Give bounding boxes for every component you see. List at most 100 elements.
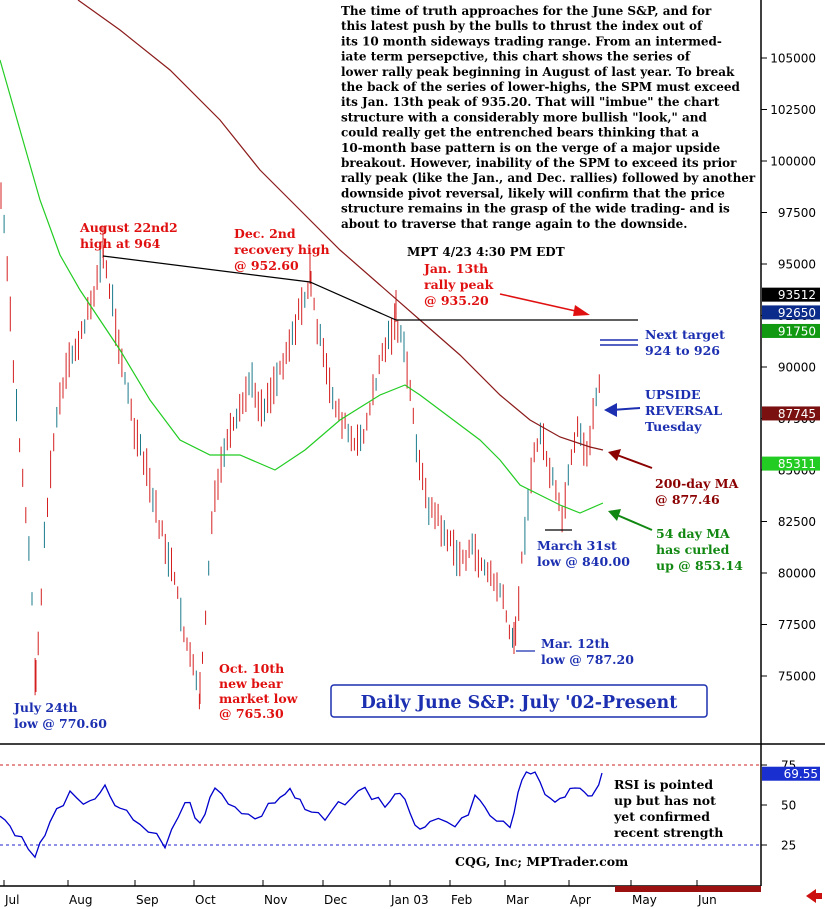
oct10-line-1: Oct. 10th: [219, 661, 284, 676]
aug-high-line-2: high at 964: [80, 236, 161, 251]
ma200-arrow: [616, 454, 653, 469]
y-tick-label: 82500: [778, 515, 816, 529]
oct10-line-3: market low: [219, 691, 299, 706]
oct10-line-2: new bear: [219, 676, 283, 691]
scroll-left-arrow[interactable]: [806, 889, 822, 903]
commentary-text: The time of truth approaches for the Jun…: [341, 4, 756, 231]
price-tag-label: 93512: [778, 288, 816, 302]
y-tick-label: 97500: [778, 206, 816, 220]
commentary-line: The time of truth approaches for the Jun…: [341, 4, 712, 18]
ma200-line: [77, 0, 604, 451]
upside-reversal-line-1: UPSIDE: [645, 387, 701, 402]
next-target-label: Next target 924 to 926: [645, 327, 729, 358]
rsi-value-label: 69.55: [784, 767, 818, 781]
future-band: [615, 886, 761, 892]
rsi-tick-label: 50: [781, 799, 796, 813]
commentary-line: structure with a considerably more bulli…: [341, 110, 707, 124]
commentary-line: this latest push by the bulls to thrust …: [341, 19, 703, 33]
commentary-line: could really get the entrenched bears th…: [341, 126, 699, 140]
x-tick-label: Dec: [324, 893, 347, 907]
march31-line-2: low @ 840.00: [537, 554, 630, 569]
x-axis-ticks: Jul Aug Sep Oct Nov Dec Jan 03 Feb Mar Apr May Jun: [3, 880, 717, 907]
ma200-arrow-head: [608, 449, 621, 461]
next-target-line-1: Next target: [645, 327, 725, 342]
commentary-line: about to traverse that range again to th…: [341, 217, 687, 231]
ma200-line-2: @ 877.46: [655, 492, 720, 507]
x-tick-label: Jul: [4, 893, 19, 907]
moving-averages-group: [0, 0, 604, 514]
jan-peak-arrow: [499, 293, 581, 313]
y-tick-label: 102500: [770, 103, 816, 117]
oct10-label: Oct. 10th new bear market low @ 765.30: [219, 661, 302, 721]
ma200-label: 200-day MA @ 877.46: [655, 476, 743, 507]
dec-high-line-3: @ 952.60: [234, 258, 299, 273]
ma54-label: 54 day MA has curled up @ 853.14: [656, 526, 743, 573]
dec-high-line-2: recovery high: [234, 242, 330, 257]
aug-high-label: August 22nd2 high at 964: [79, 220, 182, 251]
y-tick-label: 90000: [778, 361, 816, 375]
price-tag-bg: [762, 406, 820, 421]
price-bars-group: [0, 182, 600, 710]
x-tick-label: Mar: [506, 893, 529, 907]
jan-peak-line-3: @ 935.20: [424, 293, 489, 308]
price-tag-bg: [762, 287, 820, 302]
rsi-note-line-3: yet confirmed: [613, 809, 710, 824]
rsi-note-line-4: recent strength: [614, 825, 723, 840]
x-tick-label: Sep: [136, 893, 159, 907]
commentary-line: lower rally peak beginning in August of …: [341, 65, 735, 79]
x-tick-label: Feb: [451, 893, 472, 907]
ma54-arrow-head: [608, 509, 621, 521]
timestamp: MPT 4/23 4:30 PM EDT: [407, 245, 565, 259]
commentary-line: structure remains in the grasp of the wi…: [341, 202, 730, 216]
commentary-line: breakout. However, inability of the SPM …: [341, 156, 737, 170]
y-tick-label: 77500: [778, 618, 816, 632]
reversal-arrow-head: [604, 403, 617, 417]
price-tag-label: 92650: [778, 306, 816, 320]
x-tick-label: Oct: [195, 893, 216, 907]
ma54-line: [0, 59, 604, 514]
commentary-line: rally peak (like the Jan., and Dec. rall…: [341, 171, 756, 185]
price-tags-group: 93512 92650 91750 87745 85311: [762, 287, 820, 471]
x-tick-label: Jan 03: [390, 893, 429, 907]
rsi-note: RSI is pointed up but has not yet confir…: [613, 777, 723, 840]
july24-line-1: July 24th: [13, 700, 78, 715]
y-tick-label: 100000: [770, 155, 816, 169]
march31-label: March 31st low @ 840.00: [537, 538, 630, 569]
price-tag-label: 91750: [778, 324, 816, 338]
jan-peak-label: Jan. 13th rally peak @ 935.20: [423, 261, 498, 308]
rsi-note-line-1: RSI is pointed: [614, 777, 713, 792]
title-box: [330, 684, 708, 718]
commentary-line: its 10 month sideways trading range. Fro…: [341, 34, 722, 48]
rsi-tick-label: 25: [781, 839, 796, 853]
ma54-line-1: 54 day MA: [656, 526, 730, 541]
oct10-line-4: @ 765.30: [219, 706, 284, 721]
commentary-line: iate term persepctive, this chart shows …: [341, 50, 691, 64]
jan-peak-arrow-head: [573, 305, 590, 316]
commentary-line: downside pivot reversal, likely will con…: [341, 186, 725, 200]
x-tick-label: Apr: [570, 893, 591, 907]
y-tick-label: 75000: [778, 670, 816, 684]
mar12-line-2: low @ 787.20: [541, 652, 634, 667]
y-tick-label: 80000: [778, 567, 816, 581]
march31-line-1: March 31st: [537, 538, 617, 553]
price-tag-bg: [762, 456, 820, 471]
commentary-line: its Jan. 13th peak of 935.20. That will …: [341, 95, 720, 109]
x-tick-label: May: [632, 893, 657, 907]
mar12-label: Mar. 12th low @ 787.20: [541, 636, 634, 667]
commentary-line: 10-month base pattern is on the verge of…: [341, 141, 720, 155]
x-tick-label: Nov: [264, 893, 287, 907]
commentary-line: the back of the series of lower-highs, t…: [341, 80, 740, 94]
aug-high-line-1: August 22nd2: [79, 220, 178, 235]
ma200-line-1: 200-day MA: [655, 476, 739, 491]
mar12-line-1: Mar. 12th: [541, 636, 609, 651]
upside-reversal-label: UPSIDE REVERSAL Tuesday: [645, 387, 726, 434]
price-tag-bg: [762, 323, 820, 338]
x-tick-label: Aug: [69, 893, 92, 907]
ma54-line-2: has curled: [656, 542, 730, 557]
ma54-arrow: [616, 514, 653, 531]
jan-peak-line-2: rally peak: [424, 277, 494, 292]
jan-peak-line-1: Jan. 13th: [423, 261, 488, 276]
rsi-note-line-2: up but has not: [614, 793, 716, 808]
upside-reversal-line-2: REVERSAL: [645, 403, 722, 418]
